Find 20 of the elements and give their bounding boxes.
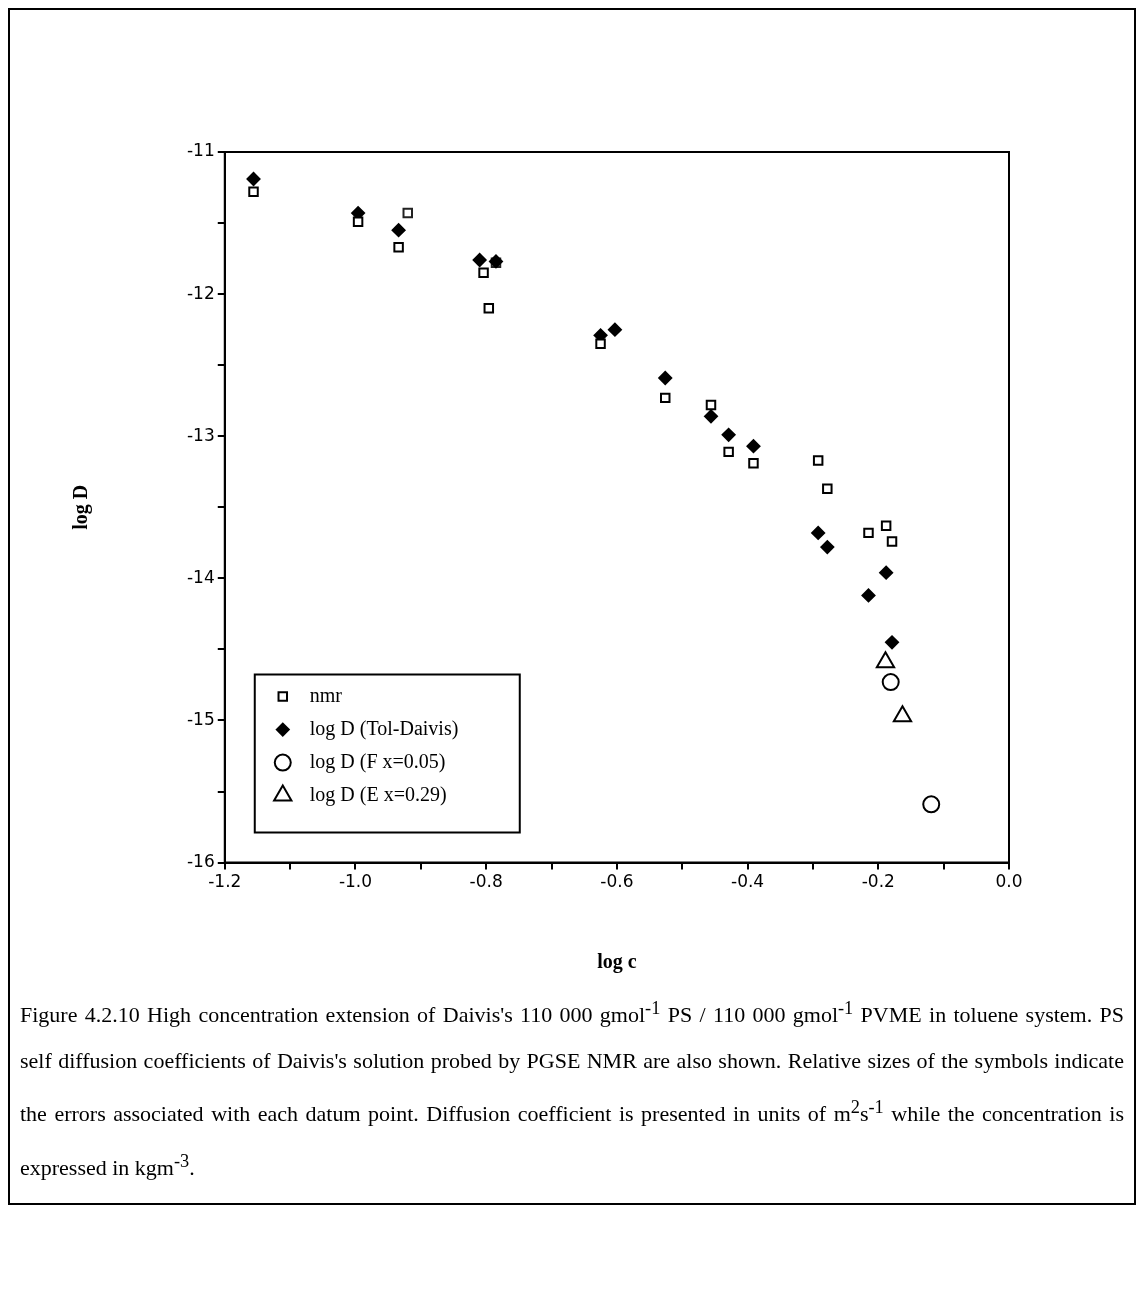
y-axis-title: log D [69, 484, 93, 530]
x-axis-title: log c [597, 950, 637, 974]
y-tick-label: -12 [186, 282, 215, 303]
x-tick-label: -0.4 [731, 871, 765, 892]
y-tick-label: -16 [186, 851, 215, 872]
y-tick-label: -13 [186, 424, 215, 445]
x-tick-label: -0.2 [861, 871, 895, 892]
legend-label: log D (Tol-Daivis) [309, 716, 459, 740]
x-tick-label: 0.0 [995, 871, 1023, 892]
x-tick-label: -0.8 [469, 871, 503, 892]
y-tick-label: -15 [186, 708, 215, 729]
x-tick-label: -1.2 [208, 871, 242, 892]
legend-label: log D (F x=0.05) [309, 749, 446, 773]
x-tick-label: -1.0 [338, 871, 373, 892]
x-tick-label: -0.6 [600, 871, 634, 892]
y-tick-label: -11 [186, 140, 215, 161]
y-tick-label: -14 [186, 566, 215, 587]
text: Figure 4.2.10 High concentration extension of Daivis's 110 000 gmol$^{-1}$ PS / 110 000 gmol$^{-1}$ PVME in toluene system. PS self diffusion coefficients of Daivis's solution probed by PGSE NMR are also shown. Relative sizes of the symbols indicate the errors associated with each datum point. Diffusion coefficient is presented in units of m$^{2}$s$^{-1}$ while the concentration is expressed in kgm$^{-3}$. [20, 998, 1124, 1180]
legend-label: log D (E x=0.29) [309, 782, 447, 806]
legend-label: nmr [309, 683, 343, 706]
